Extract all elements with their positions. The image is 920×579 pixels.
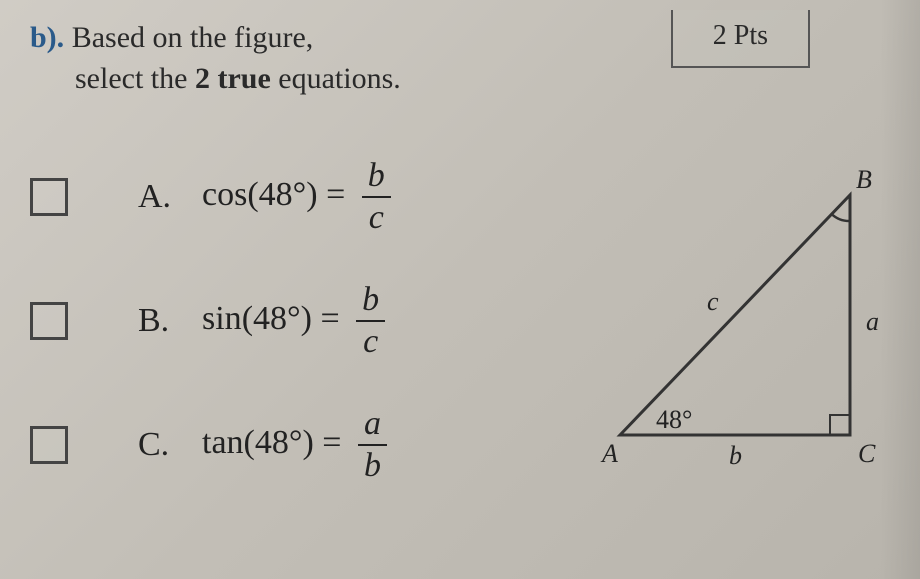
page-shadow (880, 0, 920, 579)
func: sin (202, 300, 242, 337)
option-a-label: A. cos(48°) = b c (138, 159, 391, 235)
side-b-label: b (729, 441, 742, 471)
option-letter: A. (138, 178, 184, 216)
vertex-a-label: A (602, 439, 618, 469)
side-c-label: c (707, 287, 719, 317)
side-a-label: a (866, 307, 879, 337)
option-c-label: C. tan(48°) = a b (138, 407, 387, 483)
part-label: b). (30, 21, 64, 54)
fraction: a b (358, 407, 387, 483)
angle-arc-b (831, 214, 850, 221)
vertex-c-label: C (858, 439, 875, 469)
numerator: b (362, 159, 391, 198)
numerator: b (356, 283, 385, 322)
worksheet-page: b). Based on the figure, select the 2 tr… (0, 0, 920, 579)
option-letter: B. (138, 302, 184, 340)
func: cos (202, 176, 247, 213)
points-label: 2 Pts (713, 20, 768, 51)
vertex-b-label: B (856, 165, 872, 195)
option-b-label: B. sin(48°) = b c (138, 283, 385, 359)
arg: 48° (253, 300, 301, 337)
denominator: b (358, 446, 387, 483)
prompt-line2-pre: select the (75, 62, 195, 95)
arg: 48° (259, 176, 307, 213)
prompt-line2-post: equations. (271, 62, 401, 95)
denominator: c (363, 198, 390, 235)
option-letter: C. (138, 426, 184, 464)
numerator: a (358, 407, 387, 446)
equation: cos(48°) = b c (202, 159, 391, 235)
fraction: b c (362, 159, 391, 235)
angle-a-label: 48° (656, 405, 692, 435)
equation: tan(48°) = a b (202, 407, 387, 483)
prompt-line1: Based on the figure, (72, 21, 314, 54)
prompt-line2-bold: 2 true (195, 62, 271, 95)
points-box: 2 Pts (671, 10, 810, 68)
func: tan (202, 424, 244, 461)
right-angle-mark (830, 415, 850, 435)
denominator: c (357, 322, 384, 359)
checkbox-b[interactable] (30, 302, 68, 340)
fraction: b c (356, 283, 385, 359)
equation: sin(48°) = b c (202, 283, 385, 359)
arg: 48° (255, 424, 303, 461)
checkbox-c[interactable] (30, 426, 68, 464)
triangle-poly (620, 195, 850, 435)
triangle-figure: A B C a b c 48° (600, 175, 920, 495)
checkbox-a[interactable] (30, 178, 68, 216)
